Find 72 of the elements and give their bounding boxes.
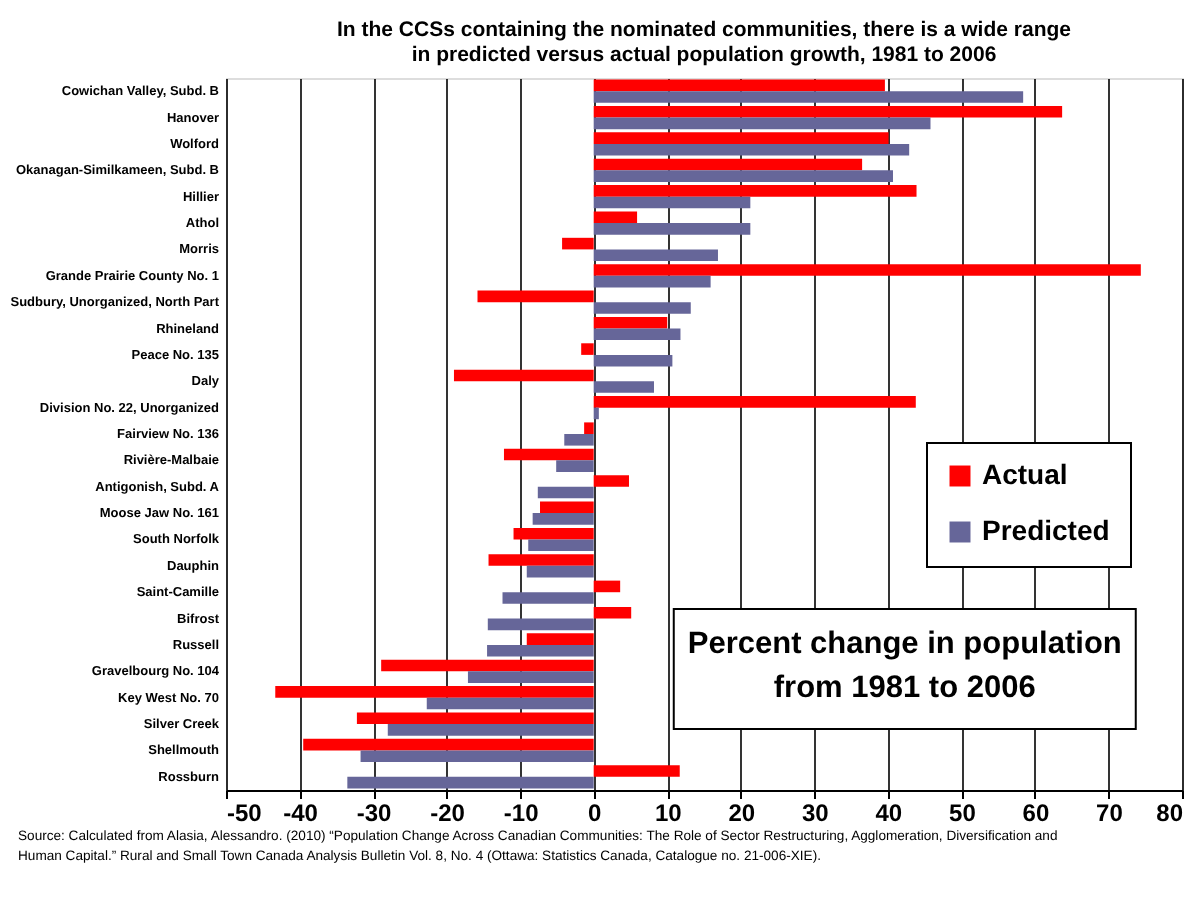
bar bbox=[593, 196, 751, 209]
bar bbox=[593, 249, 718, 262]
bar bbox=[381, 659, 594, 672]
bar bbox=[593, 170, 893, 182]
x-tick-label: 80 bbox=[1156, 799, 1184, 827]
bar bbox=[593, 211, 638, 224]
x-tick-label: -10 bbox=[503, 799, 540, 827]
bar bbox=[593, 91, 1024, 103]
chart-title: In the CCSs containing the nominated communities, there is a wide range in predicted versus actual population growth, 1981 to 2006 bbox=[337, 18, 1072, 67]
bar bbox=[581, 343, 594, 355]
annotation: Percent change in population from 1981 to 2006 bbox=[687, 626, 1122, 705]
bar bbox=[556, 460, 594, 472]
bar bbox=[593, 765, 680, 777]
bar bbox=[593, 223, 751, 235]
bar bbox=[360, 750, 594, 763]
bar bbox=[593, 185, 917, 197]
x-tick-label: 20 bbox=[728, 799, 756, 827]
bar bbox=[593, 606, 632, 619]
bar bbox=[513, 527, 594, 540]
x-tick-label: -30 bbox=[356, 799, 393, 827]
bar bbox=[593, 132, 889, 144]
bar bbox=[593, 316, 668, 329]
x-tick-label: 40 bbox=[875, 799, 903, 827]
bar bbox=[526, 565, 594, 578]
bar bbox=[488, 554, 594, 566]
x-tick-label: 50 bbox=[949, 799, 977, 827]
bar bbox=[477, 290, 594, 303]
bar bbox=[528, 539, 594, 552]
bar bbox=[593, 275, 711, 288]
bar bbox=[593, 396, 916, 408]
bar bbox=[347, 776, 594, 789]
bar bbox=[593, 580, 621, 593]
bar bbox=[387, 724, 594, 736]
bar bbox=[526, 633, 594, 645]
bar bbox=[593, 158, 863, 171]
bar bbox=[453, 369, 594, 382]
bar bbox=[593, 117, 931, 130]
bar bbox=[593, 407, 599, 420]
x-tick-label: -50 bbox=[227, 799, 263, 827]
bar bbox=[502, 592, 594, 604]
bar bbox=[540, 501, 594, 514]
legend-label: Predicted bbox=[982, 514, 1110, 546]
x-tick-label: 0 bbox=[588, 799, 602, 827]
bar bbox=[593, 264, 1141, 276]
bar bbox=[593, 79, 885, 92]
bar bbox=[303, 738, 594, 751]
bar bbox=[503, 448, 594, 461]
x-tick-label: 10 bbox=[654, 799, 683, 827]
bar bbox=[426, 697, 594, 710]
x-tick-label: -40 bbox=[283, 799, 319, 827]
legend-label: Actual bbox=[982, 458, 1068, 490]
bar bbox=[537, 486, 594, 499]
bar bbox=[487, 618, 594, 631]
bar bbox=[487, 644, 594, 657]
bar bbox=[532, 513, 594, 525]
bar bbox=[593, 328, 681, 341]
bar bbox=[564, 434, 594, 446]
bar bbox=[467, 671, 594, 683]
bar bbox=[356, 712, 594, 725]
bar bbox=[562, 237, 594, 250]
bar bbox=[593, 475, 629, 487]
x-tick-label: 30 bbox=[801, 799, 830, 827]
x-tick-label: 70 bbox=[1096, 799, 1124, 827]
bar bbox=[593, 143, 910, 156]
bar bbox=[584, 422, 594, 434]
bar bbox=[593, 302, 691, 314]
x-tick-label: 60 bbox=[1022, 799, 1050, 827]
bar bbox=[275, 686, 594, 698]
bar bbox=[593, 381, 654, 393]
x-tick-label: -20 bbox=[430, 799, 466, 827]
bar bbox=[593, 354, 673, 367]
bar bbox=[593, 105, 1063, 118]
